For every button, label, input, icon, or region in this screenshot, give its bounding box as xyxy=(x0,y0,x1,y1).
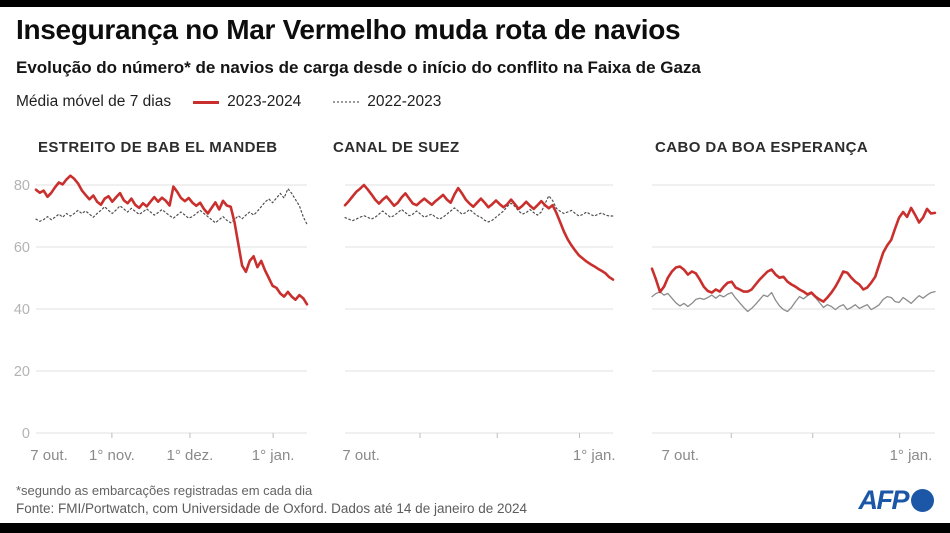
legend-swatch-2023-2024 xyxy=(193,100,220,104)
x-axis-label: 1° jan. xyxy=(573,447,616,464)
panel-title-canal-de-suez: CANAL DE SUEZ xyxy=(333,139,460,156)
legend-series-2022-2023-label: 2022-2023 xyxy=(367,93,442,110)
source-line: Fonte: FMI/Portwatch, com Universidade d… xyxy=(16,501,528,516)
afp-logo-circle-icon xyxy=(911,489,934,512)
y-axis-label: 60 xyxy=(14,240,30,256)
chart-panel-3: 7 out. 1° jan. xyxy=(650,184,937,464)
series-line-2022-2023 xyxy=(35,188,308,226)
legend-series-2023-2024-label: 2023-2024 xyxy=(227,93,302,110)
x-axis-label: 1° jan. xyxy=(252,447,295,464)
page-subtitle: Evolução do número* de navios de carga d… xyxy=(16,58,701,77)
legend-label: Média móvel de 7 dias xyxy=(16,93,172,110)
series-line-2022-2023 xyxy=(651,290,936,313)
x-axis-label: 7 out. xyxy=(30,447,68,464)
bottom-border-bar xyxy=(0,523,950,533)
legend-swatch-2022-2023 xyxy=(333,101,360,103)
y-axis-label: 0 xyxy=(22,426,30,442)
x-axis-label: 1° dez. xyxy=(166,447,213,464)
series-line-2022-2023 xyxy=(344,195,614,223)
footnote: *segundo as embarcações registradas em c… xyxy=(16,483,313,498)
x-axis-label: 1° nov. xyxy=(89,447,135,464)
series-line-2023-2024 xyxy=(650,206,937,303)
x-axis-label: 1° jan. xyxy=(890,447,933,464)
panel-title-cabo-boa-esperanca: CABO DA BOA ESPERANÇA xyxy=(655,139,869,156)
y-axis-label: 80 xyxy=(14,178,30,194)
panel-title-bab-el-mandeb: ESTREITO DE BAB EL MANDEB xyxy=(38,139,278,156)
afp-logo: AFP xyxy=(858,485,934,515)
legend: Média móvel de 7 dias 2023-2024 2022-202… xyxy=(16,93,441,111)
afp-logo-text: AFP xyxy=(858,485,910,515)
y-axis-label: 20 xyxy=(14,364,30,380)
y-axis-label: 40 xyxy=(14,302,30,318)
chart-panel-2: 7 out. 1° jan. xyxy=(342,183,616,464)
series-line-2023-2024 xyxy=(34,174,309,306)
top-border-bar xyxy=(0,0,950,7)
page-title: Insegurança no Mar Vermelho muda rota de… xyxy=(16,14,681,45)
chart-panel-1: 0 20 40 60 80 7 out. 1° nov. 1° dez. 1° jan. xyxy=(14,174,309,464)
x-axis-label: 7 out. xyxy=(662,447,700,464)
x-axis-label: 7 out. xyxy=(342,447,380,464)
series-line-2023-2024 xyxy=(343,183,615,281)
